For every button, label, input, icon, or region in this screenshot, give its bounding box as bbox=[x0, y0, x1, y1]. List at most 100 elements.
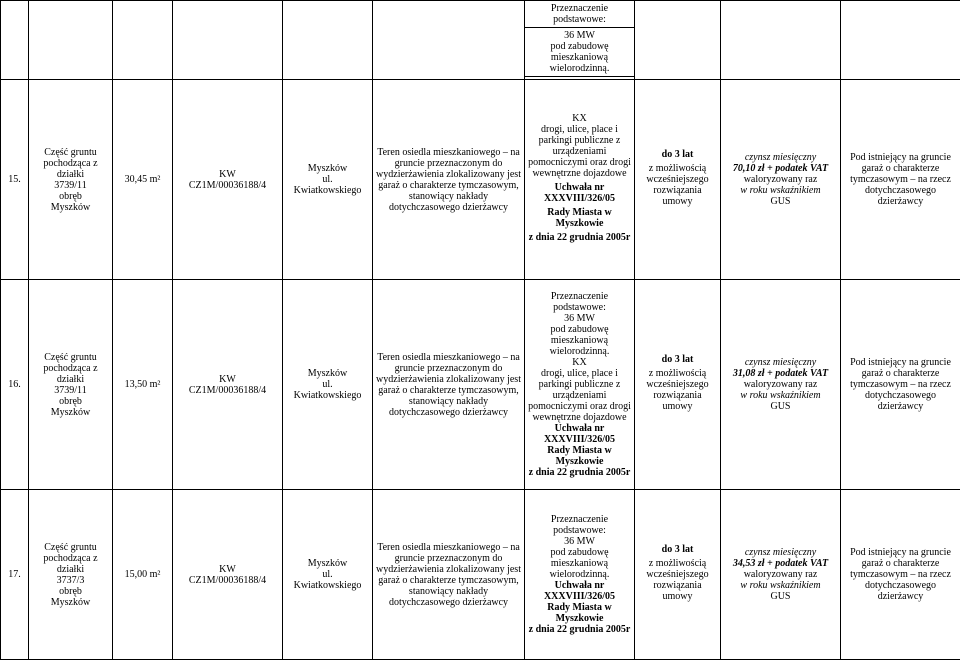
parcel-line: Część gruntu pochodząca z działki bbox=[32, 147, 109, 180]
price-line: GUS bbox=[724, 401, 837, 412]
price-rate: 31,08 zł + podatek VAT bbox=[733, 368, 828, 379]
term-line: do 3 lat bbox=[638, 149, 717, 160]
empty-cell bbox=[841, 1, 960, 80]
addr-line: ul. bbox=[286, 569, 369, 580]
addr-line: Myszków bbox=[286, 368, 369, 379]
term-cell: do 3 lat z możliwością wcześniejszego ro… bbox=[635, 280, 721, 490]
term-line: z możliwością wcześniejszego rozwiązania… bbox=[638, 368, 717, 412]
empty-cell bbox=[1, 1, 29, 80]
price-rate: 70,10 zł + podatek VAT bbox=[733, 163, 828, 174]
addr-line: Kwiatkowskiego bbox=[286, 185, 369, 196]
kx-date: z dnia 22 grudnia 2005r bbox=[528, 232, 631, 243]
term-line: do 3 lat bbox=[638, 354, 717, 365]
remark-cell: Pod istniejący na gruncie garaż o charak… bbox=[841, 280, 960, 490]
empty-cell bbox=[721, 1, 841, 80]
table-row: 16. Część gruntu pochodząca z działki 37… bbox=[1, 280, 960, 490]
price-cell: czynsz miesięczny 31,08 zł + podatek VAT… bbox=[721, 280, 841, 490]
price-line: czynsz miesięczny bbox=[724, 357, 837, 368]
price-cell: czynsz miesięczny 70,10 zł + podatek VAT… bbox=[721, 80, 841, 280]
kw-line: KW bbox=[176, 169, 279, 180]
price-line: waloryzowany raz bbox=[724, 174, 837, 185]
term-line: z możliwością wcześniejszego rozwiązania… bbox=[638, 558, 717, 602]
kw-cell: KW CZ1M/00036188/4 bbox=[173, 80, 283, 280]
parcel-cell: Część gruntu pochodząca z działki 3739/1… bbox=[29, 280, 113, 490]
term-cell: do 3 lat z możliwością wcześniejszego ro… bbox=[635, 80, 721, 280]
price-line: czynsz miesięczny bbox=[724, 152, 837, 163]
kx-cell: Przeznaczenie podstawowe:36 MWpod zabudo… bbox=[525, 280, 635, 490]
row-number: 16. bbox=[1, 280, 29, 490]
kx-line: drogi, ulice, place i parkingi publiczne… bbox=[528, 124, 631, 179]
parcel-line: 3737/3 bbox=[32, 575, 109, 586]
kx-line: KX bbox=[528, 113, 631, 124]
kw-line: CZ1M/00036188/4 bbox=[176, 385, 279, 396]
parcel-line: 3739/11 bbox=[32, 385, 109, 396]
kw-line: CZ1M/00036188/4 bbox=[176, 575, 279, 586]
parcel-line: obręb bbox=[32, 396, 109, 407]
price-line: czynsz miesięczny bbox=[724, 547, 837, 558]
empty-cell bbox=[173, 1, 283, 80]
pretext-p2: 36 MW pod zabudowę mieszkaniową wielorod… bbox=[525, 28, 635, 77]
remark-cell: Pod istniejący na gruncie garaż o charak… bbox=[841, 490, 960, 660]
kw-cell: KW CZ1M/00036188/4 bbox=[173, 280, 283, 490]
price-line: GUS bbox=[724, 591, 837, 602]
kx-cell: KX drogi, ulice, place i parkingi public… bbox=[525, 80, 635, 280]
parcel-line: obręb bbox=[32, 586, 109, 597]
designation-cell: Teren osiedla mieszkaniowego – na grunci… bbox=[373, 490, 525, 660]
parcel-line: Część gruntu pochodząca z działki bbox=[32, 352, 109, 385]
term-line: do 3 lat bbox=[638, 544, 717, 555]
price-line: w roku wskaźnikiem bbox=[724, 185, 837, 196]
designation-cell: Teren osiedla mieszkaniowego – na grunci… bbox=[373, 80, 525, 280]
parcel-line: Myszków bbox=[32, 202, 109, 213]
table-row: 17. Część gruntu pochodząca z działki 37… bbox=[1, 490, 960, 660]
row-number: 15. bbox=[1, 80, 29, 280]
empty-cell bbox=[113, 1, 173, 80]
kx-council: Rady Miasta w Myszkowie bbox=[528, 207, 631, 229]
empty-cell bbox=[29, 1, 113, 80]
addr-line: ul. bbox=[286, 379, 369, 390]
pretext-mw: 36 MW bbox=[564, 30, 595, 41]
area-cell: 30,45 m² bbox=[113, 80, 173, 280]
land-lease-table: Przeznaczenie podstawowe: 36 MW pod zabu… bbox=[0, 0, 960, 660]
price-line: waloryzowany raz bbox=[724, 379, 837, 390]
kx-resolution: Uchwała nr XXXVIII/326/05 bbox=[528, 182, 631, 204]
pretext-row: Przeznaczenie podstawowe: bbox=[1, 1, 960, 28]
designation-cell: Teren osiedla mieszkaniowego – na grunci… bbox=[373, 280, 525, 490]
price-line: w roku wskaźnikiem bbox=[724, 390, 837, 401]
row-number: 17. bbox=[1, 490, 29, 660]
kx-cell: Przeznaczenie podstawowe:36 MWpod zabudo… bbox=[525, 490, 635, 660]
parcel-cell: Część gruntu pochodząca z działki 3737/3… bbox=[29, 490, 113, 660]
price-line: waloryzowany raz bbox=[724, 569, 837, 580]
kw-line: CZ1M/00036188/4 bbox=[176, 180, 279, 191]
price-cell: czynsz miesięczny 34,53 zł + podatek VAT… bbox=[721, 490, 841, 660]
addr-line: Kwiatkowskiego bbox=[286, 390, 369, 401]
parcel-line: Myszków bbox=[32, 597, 109, 608]
term-cell: do 3 lat z możliwością wcześniejszego ro… bbox=[635, 490, 721, 660]
price-line: GUS bbox=[724, 196, 837, 207]
table-row: 15. Część gruntu pochodząca z działki 37… bbox=[1, 80, 960, 280]
kx-text: Przeznaczenie podstawowe:36 MWpod zabudo… bbox=[528, 291, 631, 478]
kw-cell: KW CZ1M/00036188/4 bbox=[173, 490, 283, 660]
addr-line: Kwiatkowskiego bbox=[286, 580, 369, 591]
address-cell: Myszków ul. Kwiatkowskiego bbox=[283, 280, 373, 490]
addr-line: Myszków bbox=[286, 558, 369, 569]
pretext-p3: pod zabudowę mieszkaniową wielorodzinną. bbox=[550, 41, 610, 74]
price-line: w roku wskaźnikiem bbox=[724, 580, 837, 591]
kw-line: KW bbox=[176, 374, 279, 385]
parcel-line: 3739/11 bbox=[32, 180, 109, 191]
kw-line: KW bbox=[176, 564, 279, 575]
empty-cell bbox=[373, 1, 525, 80]
pretext-p1: Przeznaczenie podstawowe: bbox=[525, 1, 635, 28]
address-cell: Myszków ul. Kwiatkowskiego bbox=[283, 490, 373, 660]
area-cell: 13,50 m² bbox=[113, 280, 173, 490]
area-cell: 15,00 m² bbox=[113, 490, 173, 660]
address-cell: Myszków ul. Kwiatkowskiego bbox=[283, 80, 373, 280]
parcel-line: obręb bbox=[32, 191, 109, 202]
addr-line: ul. bbox=[286, 174, 369, 185]
empty-cell bbox=[283, 1, 373, 80]
term-line: z możliwością wcześniejszego rozwiązania… bbox=[638, 163, 717, 207]
addr-line: Myszków bbox=[286, 163, 369, 174]
price-rate: 34,53 zł + podatek VAT bbox=[733, 558, 828, 569]
remark-cell: Pod istniejący na gruncie garaż o charak… bbox=[841, 80, 960, 280]
empty-cell bbox=[635, 1, 721, 80]
parcel-line: Część gruntu pochodząca z działki bbox=[32, 542, 109, 575]
